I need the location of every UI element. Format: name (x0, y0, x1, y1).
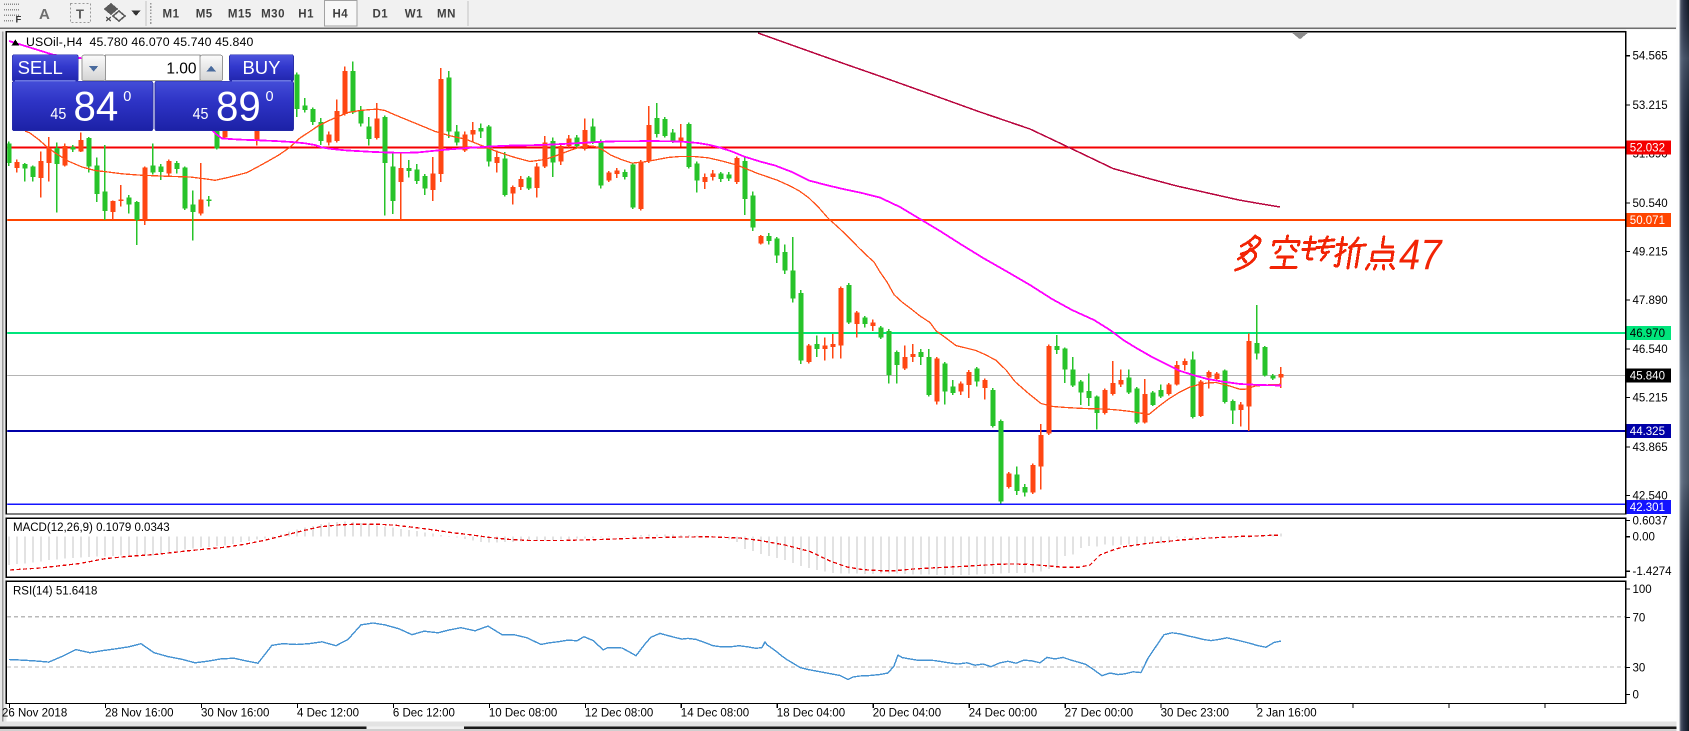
svg-text:H1: H1 (298, 9, 314, 21)
svg-text:M1: M1 (163, 9, 180, 21)
svg-text:12 Dec 08:00: 12 Dec 08:00 (585, 708, 653, 720)
svg-text:46.540: 46.540 (1633, 344, 1668, 356)
svg-text:45: 45 (50, 107, 66, 124)
svg-text:USOil-,H4 45.780 46.070 45.74: USOil-,H4 45.780 46.070 45.740 45.840 (26, 35, 253, 49)
svg-text:MN: MN (437, 9, 456, 21)
svg-text:89: 89 (216, 83, 261, 130)
svg-text:43.865: 43.865 (1633, 442, 1668, 454)
svg-text:0: 0 (123, 89, 131, 105)
svg-text:D1: D1 (373, 9, 389, 21)
svg-text:30 Dec 23:00: 30 Dec 23:00 (1161, 708, 1229, 720)
svg-text:14 Dec 08:00: 14 Dec 08:00 (681, 708, 749, 720)
svg-text:18 Dec 04:00: 18 Dec 04:00 (777, 708, 845, 720)
svg-text:M30: M30 (261, 9, 285, 21)
svg-text:M5: M5 (196, 9, 213, 21)
svg-text:26 Nov 2018: 26 Nov 2018 (2, 708, 67, 720)
svg-text:A: A (39, 6, 50, 23)
svg-text:H4: H4 (333, 9, 349, 21)
svg-text:-1.4274: -1.4274 (1633, 566, 1673, 578)
svg-text:0: 0 (1633, 690, 1639, 702)
svg-text:28 Nov 16:00: 28 Nov 16:00 (105, 708, 173, 720)
svg-text:45.840: 45.840 (1630, 371, 1665, 383)
svg-text:MACD(12,26,9) 0.1079 0.0343: MACD(12,26,9) 0.1079 0.0343 (13, 522, 170, 534)
svg-text:W1: W1 (405, 9, 423, 21)
svg-text:4 Dec 12:00: 4 Dec 12:00 (297, 708, 359, 720)
svg-text:RSI(14) 51.6418: RSI(14) 51.6418 (13, 586, 97, 598)
svg-text:50.540: 50.540 (1633, 198, 1668, 210)
svg-text:42.301: 42.301 (1630, 502, 1665, 514)
svg-text:0: 0 (266, 89, 274, 105)
svg-text:53.215: 53.215 (1633, 100, 1668, 112)
svg-text:45: 45 (193, 107, 209, 124)
svg-text:30: 30 (1633, 663, 1646, 675)
svg-text:BUY: BUY (242, 57, 280, 78)
svg-text:42.540: 42.540 (1633, 490, 1668, 502)
svg-text:54.565: 54.565 (1633, 51, 1668, 63)
svg-text:27 Dec 00:00: 27 Dec 00:00 (1065, 708, 1133, 720)
svg-text:24 Dec 00:00: 24 Dec 00:00 (969, 708, 1037, 720)
svg-text:0.6037: 0.6037 (1633, 515, 1668, 527)
svg-text:47: 47 (1399, 230, 1443, 278)
svg-text:1.00: 1.00 (166, 60, 197, 77)
svg-text:6 Dec 12:00: 6 Dec 12:00 (393, 708, 455, 720)
svg-text:100: 100 (1633, 584, 1652, 596)
svg-text:52.032: 52.032 (1630, 143, 1665, 155)
svg-text:45.215: 45.215 (1633, 393, 1668, 405)
svg-text:47.890: 47.890 (1633, 295, 1668, 307)
svg-text:M15: M15 (228, 9, 252, 21)
svg-text:50.071: 50.071 (1630, 215, 1665, 227)
svg-text:44.325: 44.325 (1630, 426, 1665, 438)
svg-text:30 Nov 16:00: 30 Nov 16:00 (201, 708, 269, 720)
svg-text:49.215: 49.215 (1633, 246, 1668, 258)
svg-text:10 Dec 08:00: 10 Dec 08:00 (489, 708, 557, 720)
svg-text:46.970: 46.970 (1630, 328, 1665, 340)
svg-text:2 Jan 16:00: 2 Jan 16:00 (1257, 708, 1317, 720)
svg-text:0.00: 0.00 (1633, 532, 1655, 544)
svg-text:F: F (16, 15, 22, 26)
svg-text:70: 70 (1633, 613, 1646, 625)
svg-text:T: T (76, 7, 84, 22)
svg-text:SELL: SELL (18, 57, 63, 78)
svg-text:84: 84 (74, 83, 119, 130)
svg-text:20 Dec 04:00: 20 Dec 04:00 (873, 708, 941, 720)
